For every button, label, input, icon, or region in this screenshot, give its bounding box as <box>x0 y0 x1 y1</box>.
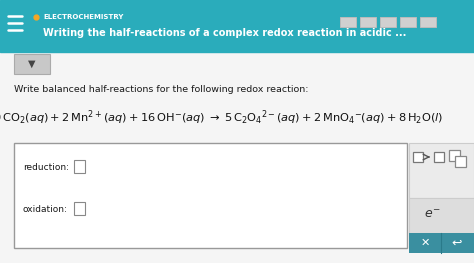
Text: reduction:: reduction: <box>23 164 69 173</box>
Bar <box>360 17 376 27</box>
Text: $e^{-}$: $e^{-}$ <box>424 208 441 220</box>
Bar <box>455 156 466 167</box>
Text: oxidation:: oxidation: <box>23 205 68 215</box>
Bar <box>434 152 444 162</box>
Text: ▼: ▼ <box>28 59 36 69</box>
Bar <box>74 202 85 215</box>
Bar <box>409 143 474 198</box>
Text: ✕: ✕ <box>420 238 430 248</box>
Bar <box>413 152 423 162</box>
Bar <box>380 17 396 27</box>
Bar <box>449 150 460 161</box>
Bar <box>14 143 407 248</box>
Text: ELECTROCHEMISTRY: ELECTROCHEMISTRY <box>43 14 123 20</box>
Bar <box>409 233 474 253</box>
Bar <box>74 160 85 173</box>
Bar <box>420 17 436 27</box>
Bar <box>409 198 474 233</box>
Text: $10\,\mathrm{CO_2}(aq)+2\,\mathrm{Mn}^{2+}(aq)+16\,\mathrm{OH}^{-}(aq)\;\rightar: $10\,\mathrm{CO_2}(aq)+2\,\mathrm{Mn}^{2… <box>0 109 444 127</box>
Text: Write balanced half-reactions for the following redox reaction:: Write balanced half-reactions for the fo… <box>14 84 309 94</box>
Bar <box>400 17 416 27</box>
Text: Writing the half-reactions of a complex redox reaction in acidic ...: Writing the half-reactions of a complex … <box>43 28 406 38</box>
Bar <box>14 54 50 74</box>
Bar <box>0 0 474 52</box>
Text: ↩: ↩ <box>452 236 462 250</box>
Bar <box>340 17 356 27</box>
Bar <box>0 52 474 263</box>
